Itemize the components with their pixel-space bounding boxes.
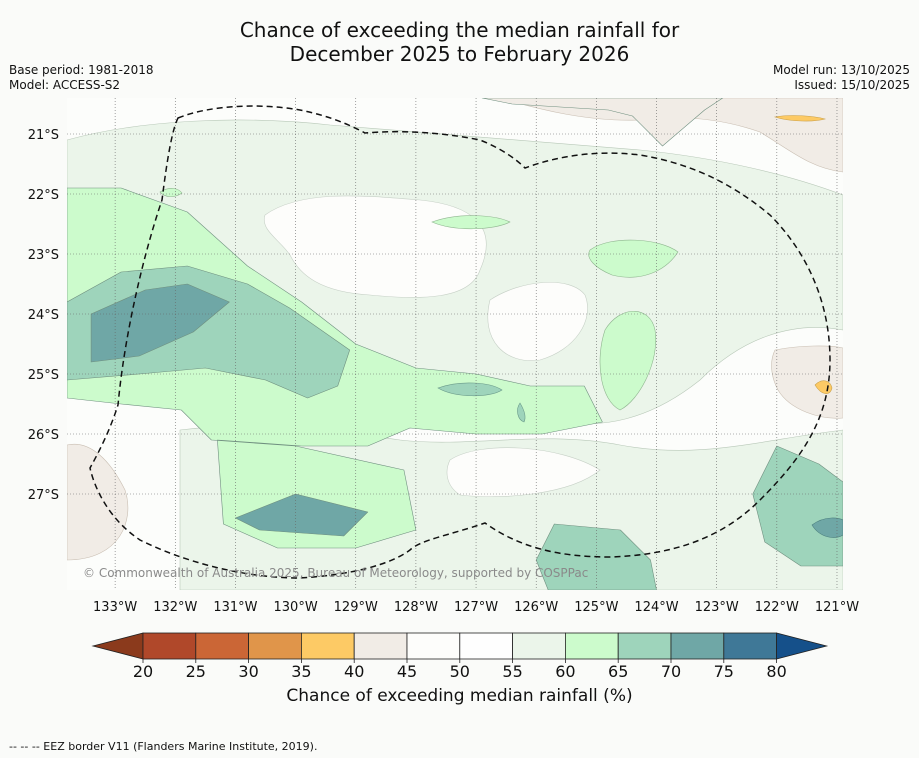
base-period: Base period: 1981-2018: [9, 63, 154, 77]
zone-60-blob-4: [159, 188, 183, 197]
colorbar-segment: [670, 632, 725, 660]
eez-legend-footer: -- -- -- EEZ border V11 (Flanders Marine…: [9, 740, 318, 753]
zone-65-blob-2: [517, 402, 526, 423]
title-line-1: Chance of exceeding the median rainfall …: [239, 18, 680, 42]
lat-label: 21°S: [28, 128, 59, 143]
lon-label: 127°W: [454, 600, 498, 615]
lon-label: 129°W: [334, 600, 378, 615]
colorbar-segment: [142, 632, 197, 660]
colorbar-tick-label: 80: [766, 662, 786, 681]
lon-labels: 133°W 132°W 131°W 130°W 129°W 128°W 127°W 126°W…: [93, 600, 859, 615]
lon-label: 132°W: [153, 600, 197, 615]
lon-label: 130°W: [274, 600, 318, 615]
lon-label: 125°W: [574, 600, 618, 615]
colorbar-tick-label: 25: [186, 662, 206, 681]
lon-label: 123°W: [695, 600, 739, 615]
lon-label: 128°W: [394, 600, 438, 615]
colorbar-tick-label: 70: [661, 662, 681, 681]
colorbar-tick-label: 45: [397, 662, 417, 681]
colorbar-segment: [353, 632, 408, 660]
title-line-2: December 2025 to February 2026: [289, 42, 630, 66]
zone-70-east: [811, 517, 843, 538]
zone-50-center: [263, 195, 487, 298]
zone-65-blob-1: [437, 382, 503, 397]
zone-50-south: [446, 447, 601, 498]
colorbar-tick-label: 55: [502, 662, 522, 681]
zone-40-east: [773, 115, 827, 122]
colorbar-over-arrow: [776, 632, 829, 660]
eez-border: [89, 105, 831, 579]
contour-zone-65: [752, 445, 843, 567]
gridlines: [67, 98, 843, 590]
colorbar-tick-label: 40: [344, 662, 364, 681]
zone-45-west: [67, 443, 129, 561]
colorbar-tick-label: 50: [450, 662, 470, 681]
colorbar-ticks: 20 25 30 35 40 45 50 55 60 65 70 75 80: [133, 659, 787, 681]
map-fill-layer: [67, 98, 843, 590]
zone-60-blob-1: [431, 215, 511, 230]
zone-60-blob-3: [599, 310, 657, 411]
colorbar-segment: [512, 632, 566, 660]
lat-label: 23°S: [28, 248, 59, 263]
meta-left: Base period: 1981-2018 Model: ACCESS-S2: [9, 63, 154, 93]
colorbar-under-arrow: [91, 632, 144, 660]
lon-label: 121°W: [815, 600, 859, 615]
lon-label: 131°W: [213, 600, 257, 615]
model-name: Model: ACCESS-S2: [9, 78, 121, 92]
lon-label: 122°W: [755, 600, 799, 615]
lat-label: 24°S: [28, 308, 59, 323]
colorbar: [91, 632, 829, 660]
lat-label: 27°S: [28, 488, 59, 503]
colorbar-tick-label: 35: [291, 662, 311, 681]
chart-title: Chance of exceeding the median rainfall …: [0, 18, 919, 66]
lon-label: 126°W: [514, 600, 558, 615]
meta-right: Model run: 13/10/2025 Issued: 15/10/2025: [773, 63, 910, 93]
colorbar-segment: [617, 632, 672, 660]
zone-50-east: [487, 281, 588, 361]
colorbar-tick-label: 75: [714, 662, 734, 681]
copyright-notice: © Commonwealth of Australia 2025, Bureau…: [83, 566, 588, 580]
colorbar-tick-label: 65: [608, 662, 628, 681]
issued-date: Issued: 15/10/2025: [794, 78, 910, 92]
lat-label: 22°S: [28, 188, 59, 203]
zone-60-blob-2: [588, 239, 679, 278]
colorbar-title: Chance of exceeding median rainfall (%): [286, 686, 633, 706]
colorbar-tick-label: 30: [238, 662, 258, 681]
colorbar-segment: [300, 632, 355, 660]
colorbar-segment: [459, 632, 513, 660]
lat-label: 25°S: [28, 368, 59, 383]
colorbar-segment: [723, 632, 777, 660]
contour-zone-40: [481, 98, 723, 147]
lon-label: 124°W: [634, 600, 678, 615]
zone-45-northeast: [499, 98, 843, 173]
lon-label: 133°W: [93, 600, 137, 615]
colorbar-segment: [406, 632, 461, 660]
lat-labels: 21°S 22°S 23°S 24°S 25°S 26°S 27°S: [28, 128, 59, 503]
colorbar-tick-label: 20: [133, 662, 153, 681]
colorbar-segment: [565, 632, 619, 660]
colorbar-segment: [248, 632, 302, 660]
colorbar-tick-label: 60: [555, 662, 575, 681]
colorbar-segment: [195, 632, 250, 660]
lat-label: 26°S: [28, 428, 59, 443]
model-run: Model run: 13/10/2025: [772, 63, 910, 77]
